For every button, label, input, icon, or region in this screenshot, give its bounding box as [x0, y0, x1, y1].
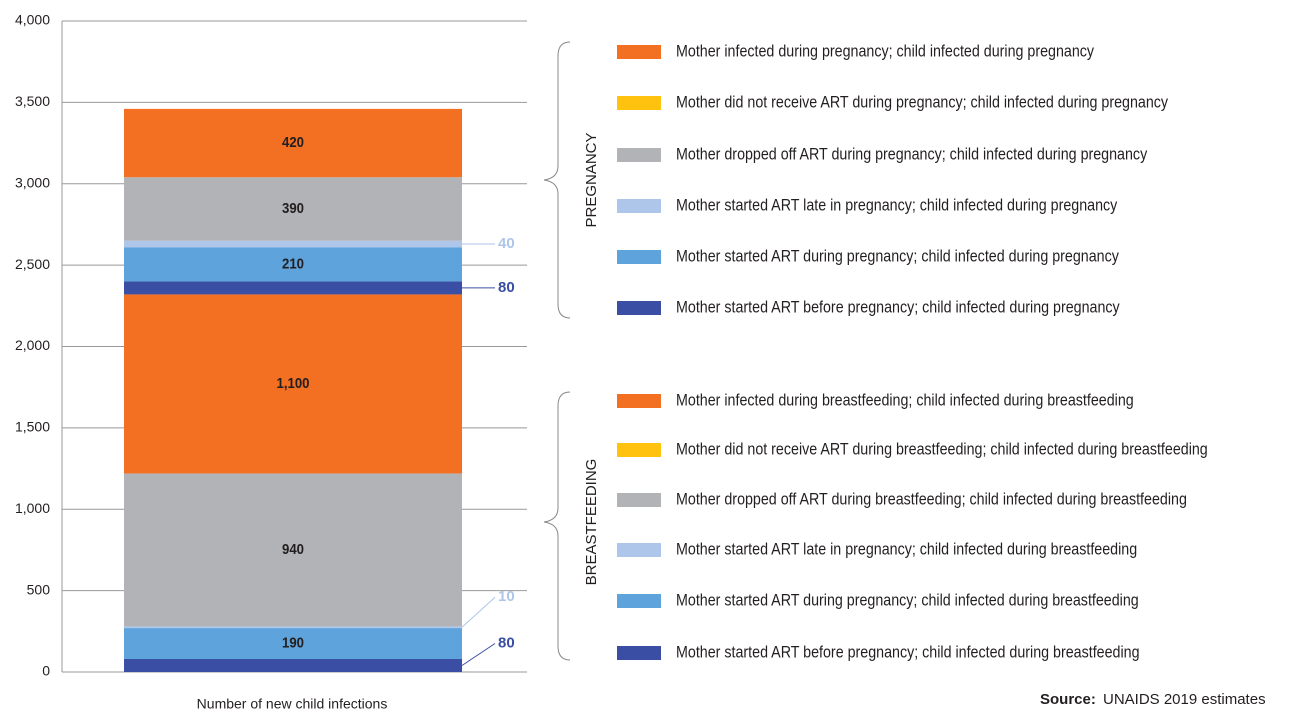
bar-segment [124, 626, 462, 629]
legend-swatch [617, 250, 661, 264]
y-tick-label: 2,500 [15, 256, 50, 272]
bar-segment [124, 240, 462, 248]
leader-line [461, 596, 496, 628]
brace [543, 391, 571, 661]
bar-segment [124, 247, 462, 282]
brace [543, 41, 571, 319]
legend-label: Mother did not receive ART during pregna… [676, 93, 1168, 111]
y-tick-label: 3,500 [15, 93, 50, 109]
bar-segment [124, 281, 462, 295]
legend-swatch [617, 199, 661, 213]
legend-swatch [617, 96, 661, 110]
legend-label: Mother started ART before pregnancy; chi… [676, 643, 1140, 661]
bar-segment [124, 177, 462, 241]
legend-label: Mother infected during breastfeeding; ch… [676, 391, 1134, 409]
value-label: 40 [498, 235, 515, 252]
y-tick-label: 2,000 [15, 337, 50, 353]
source-label: Source: [1040, 691, 1096, 708]
legend-label: Mother started ART before pregnancy; chi… [676, 298, 1120, 316]
legend-label: Mother dropped off ART during pregnancy;… [676, 145, 1147, 163]
legend-swatch [617, 594, 661, 608]
legend-label: Mother started ART late in pregnancy; ch… [676, 540, 1137, 558]
bar-segment [124, 473, 462, 627]
bar-segment [124, 628, 462, 659]
legend-label: Mother started ART during pregnancy; chi… [676, 247, 1119, 265]
value-label: 940 [282, 540, 304, 557]
y-tick-label: 4,000 [15, 12, 50, 28]
legend-swatch [617, 394, 661, 408]
legend-swatch [617, 301, 661, 315]
value-label: 390 [282, 199, 304, 216]
value-label: 420 [282, 133, 304, 150]
value-label: 210 [282, 254, 304, 271]
value-label: 190 [282, 634, 304, 651]
y-tick-label: 500 [27, 581, 51, 597]
y-tick-label: 1,500 [15, 419, 50, 435]
legend-swatch [617, 543, 661, 557]
legend-swatch [617, 443, 661, 457]
value-label: 1,100 [277, 374, 310, 391]
legend-swatch [617, 646, 661, 660]
legend-label: Mother started ART late in pregnancy; ch… [676, 196, 1117, 214]
legend-swatch [617, 148, 661, 162]
group-label: BREASTFEEDING [583, 459, 600, 586]
bar-segment [124, 294, 462, 474]
legend-label: Mother dropped off ART during breastfeed… [676, 490, 1187, 508]
bar-segment [124, 658, 462, 672]
value-label: 80 [498, 634, 515, 651]
y-tick-label: 0 [42, 663, 50, 679]
value-label: 80 [498, 279, 515, 296]
legend-label: Mother started ART during pregnancy; chi… [676, 591, 1139, 609]
y-tick-label: 1,000 [15, 500, 50, 516]
value-label: 10 [498, 588, 515, 605]
bar-segment [124, 108, 462, 178]
x-tick-label: Number of new child infections [197, 696, 388, 712]
source: UNAIDS 2019 estimates [1103, 691, 1266, 708]
leader-line [461, 643, 496, 666]
legend-swatch [617, 45, 661, 59]
group-label: PREGNANCY [583, 132, 600, 227]
y-tick-label: 3,000 [15, 174, 50, 190]
legend-swatch [617, 493, 661, 507]
legend-label: Mother infected during pregnancy; child … [676, 42, 1094, 60]
legend-label: Mother did not receive ART during breast… [676, 440, 1208, 458]
